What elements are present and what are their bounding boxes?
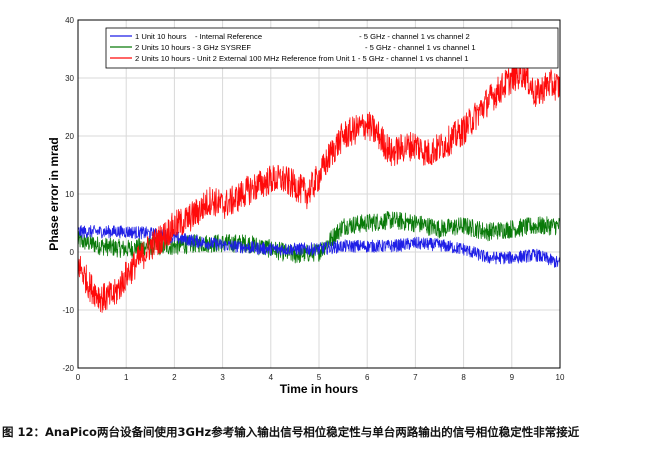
x-tick-label: 10 <box>556 373 565 382</box>
x-tick-label: 7 <box>413 373 418 382</box>
x-tick-label: 8 <box>461 373 466 382</box>
x-tick-label: 4 <box>269 373 274 382</box>
legend-box <box>105 27 559 69</box>
y-tick-label: 10 <box>65 190 74 199</box>
x-axis-label: Time in hours <box>280 382 359 396</box>
legend-label-3: 2 Units 10 hours - Unit 2 External 100 M… <box>135 54 468 63</box>
y-tick-label: -20 <box>62 364 74 373</box>
chart-legend: 1 Unit 10 hours - Internal Reference - 5… <box>105 27 559 69</box>
y-tick-label: 20 <box>65 132 74 141</box>
x-tick-label: 5 <box>317 373 322 382</box>
chart-grid <box>77 19 561 369</box>
x-tick-label: 1 <box>124 373 129 382</box>
figure-caption: 图 12：AnaPico两台设备间使用3GHz参考输入输出信号相位稳定性与单台两… <box>2 425 580 439</box>
x-tick-label: 2 <box>172 373 177 382</box>
legend-label-1: 1 Unit 10 hours - Internal Reference - 5… <box>135 32 470 41</box>
y-tick-label: 40 <box>65 16 74 25</box>
legend-label-2: 2 Units 10 hours - 3 GHz SYSREF - 5 GHz … <box>135 43 476 52</box>
y-axis-label: Phase error in mrad <box>47 137 61 250</box>
plot-frame <box>77 19 561 369</box>
x-tick-label: 6 <box>365 373 370 382</box>
x-tick-label: 0 <box>76 373 81 382</box>
phase-error-chart: 0 1 2 3 4 5 6 7 8 9 10 -20 -10 0 10 20 30 40 Time in hour… <box>47 16 565 396</box>
series-line-3 <box>77 59 561 313</box>
chart-series <box>77 59 561 313</box>
y-tick-label: 30 <box>65 74 74 83</box>
x-tick-label: 3 <box>220 373 225 382</box>
x-tick-label: 9 <box>510 373 515 382</box>
axis-tick-labels: 0 1 2 3 4 5 6 7 8 9 10 -20 -10 0 10 20 30 40 <box>62 16 565 382</box>
y-tick-label: 0 <box>70 248 75 257</box>
y-tick-label: -10 <box>62 306 74 315</box>
